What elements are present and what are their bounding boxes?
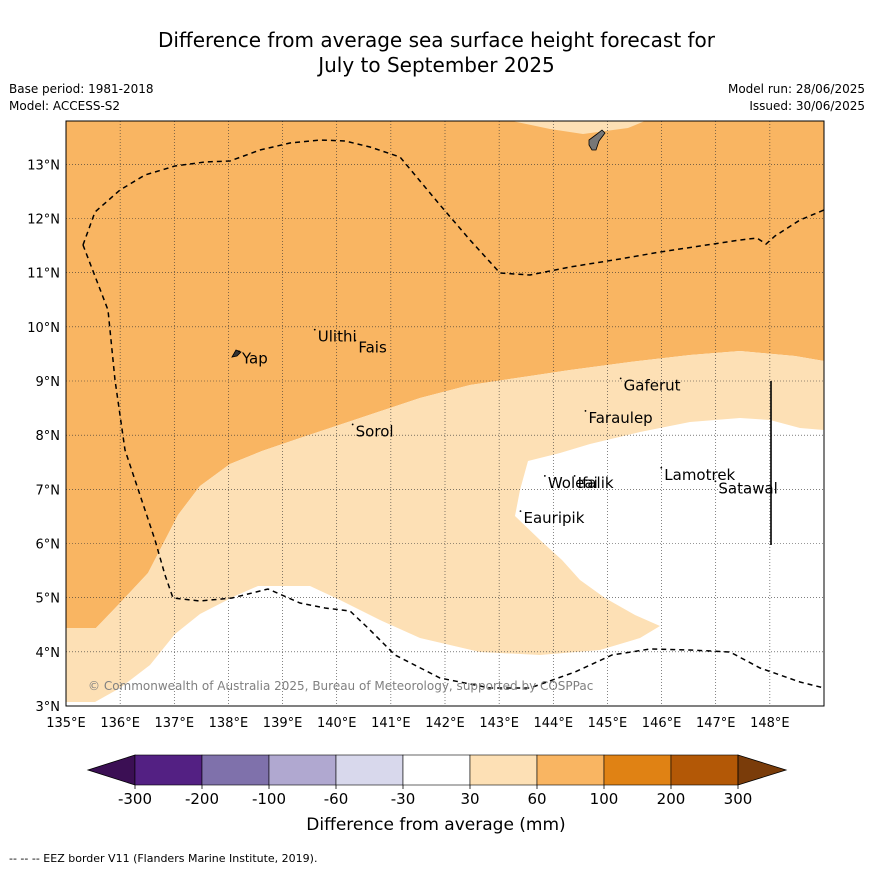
base-period: Base period: 1981-2018 <box>9 82 154 96</box>
place-marker <box>543 475 546 477</box>
lat-tick-label: 6°N <box>36 538 61 553</box>
colorbar-segment <box>134 754 203 786</box>
lat-tick-label: 13°N <box>27 158 60 173</box>
lat-tick-label: 10°N <box>27 321 60 336</box>
place-marker <box>313 328 316 331</box>
guam-island <box>588 129 606 151</box>
place-label: Ifalik <box>578 474 614 492</box>
place-marker <box>714 480 717 483</box>
lon-tick-label: 142°E <box>425 716 465 731</box>
lat-tick-label: 11°N <box>27 267 60 282</box>
colorbar-segment <box>402 754 471 786</box>
place-marker <box>351 423 354 426</box>
colorbar-segment <box>268 754 337 786</box>
anomaly-region-60-100 <box>66 121 824 628</box>
place-marker <box>619 377 622 380</box>
colorbar: -300 -200 -100 -60 -30 30 60 100 200 300 <box>86 754 788 808</box>
lon-tick-label: 143°E <box>479 716 519 731</box>
colorbar-tick-label: 60 <box>527 790 546 808</box>
place-marker <box>660 466 663 469</box>
colorbar-tick-label: -200 <box>185 790 219 808</box>
colorbar-extend-high <box>737 754 788 786</box>
copyright-text: © Commonwealth of Australia 2025, Bureau… <box>88 679 593 693</box>
place-label: Gaferut <box>624 376 681 394</box>
colorbar-segment <box>201 754 270 786</box>
place-label: Faraulep <box>588 409 652 427</box>
footnote: -- -- -- EEZ border V11 (Flanders Marine… <box>9 852 318 865</box>
place-label: Yap <box>241 349 268 367</box>
colorbar-tick-label: -30 <box>391 790 416 808</box>
lon-tick-label: 147°E <box>696 716 736 731</box>
colorbar-tick-label: -100 <box>252 790 286 808</box>
place-label: Lamotrek <box>664 466 735 484</box>
eez-border-west <box>82 244 824 689</box>
place-marker <box>573 475 576 477</box>
lat-tick-label: 9°N <box>36 375 61 390</box>
lon-tick-label: 148°E <box>750 716 790 731</box>
eez-border <box>82 139 824 276</box>
map-title: Difference from average sea surface heig… <box>0 28 873 78</box>
lon-tick-label: 144°E <box>534 716 574 731</box>
model-run: Model run: 28/06/2025 <box>727 82 865 96</box>
lat-tick-label: 12°N <box>27 213 60 228</box>
place-label: Ulithi <box>318 328 357 346</box>
meta-left: Base period: 1981-2018 Model: ACCESS-S2 <box>9 81 154 115</box>
issued-date: Issued: 30/06/2025 <box>749 99 865 113</box>
lat-tick-label: 3°N <box>36 700 61 715</box>
colorbar-segment <box>670 754 739 786</box>
place-marker <box>354 339 357 342</box>
lon-tick-label: 141°E <box>371 716 411 731</box>
lon-tick-label: 140°E <box>317 716 357 731</box>
place-label: Woleai <box>548 474 598 492</box>
colorbar-tick-label: 30 <box>460 790 479 808</box>
model-name: Model: ACCESS-S2 <box>9 99 121 113</box>
colorbar-title: Difference from average (mm) <box>306 815 565 835</box>
lat-tick-label: 4°N <box>36 646 61 661</box>
lon-tick-label: 146°E <box>642 716 682 731</box>
colorbar-segment <box>469 754 538 786</box>
colorbar-segment <box>536 754 605 786</box>
lat-tick-label: 5°N <box>36 592 61 607</box>
axis-ticks: 135°E 136°E 137°E 138°E 139°E 140°E 141°E 142°E… <box>27 158 789 731</box>
lon-tick-label: 135°E <box>46 716 86 731</box>
meta-right: Model run: 28/06/2025 Issued: 30/06/2025 <box>728 81 865 115</box>
lat-tick-label: 8°N <box>36 429 61 444</box>
colorbar-extend-low <box>86 754 136 786</box>
place-marker <box>584 410 587 412</box>
place-label: Satawal <box>718 479 777 497</box>
place-marker <box>519 510 522 513</box>
colorbar-segment <box>335 754 404 786</box>
title-line-1: Difference from average sea surface heig… <box>157 28 716 52</box>
colorbar-tick-label: 100 <box>590 790 619 808</box>
lat-tick-label: 7°N <box>36 483 61 498</box>
title-line-2: July to September 2025 <box>318 53 555 77</box>
place-marker <box>238 350 240 353</box>
colorbar-tick-label: 200 <box>657 790 686 808</box>
anomaly-region-30-60-north <box>512 121 645 134</box>
lon-tick-label: 145°E <box>588 716 628 731</box>
place-label: Eauripik <box>524 509 585 527</box>
place-label: Fais <box>358 339 387 357</box>
colorbar-tick-label: 300 <box>724 790 753 808</box>
map-frame <box>65 120 825 707</box>
place-label: Sorol <box>356 422 394 440</box>
colorbar-segment <box>603 754 672 786</box>
colorbar-tick-label: -60 <box>324 790 349 808</box>
lon-tick-label: 138°E <box>209 716 249 731</box>
colorbar-tick-label: -300 <box>118 790 152 808</box>
lon-tick-label: 139°E <box>263 716 303 731</box>
lon-tick-label: 136°E <box>100 716 140 731</box>
lon-tick-label: 137°E <box>155 716 195 731</box>
